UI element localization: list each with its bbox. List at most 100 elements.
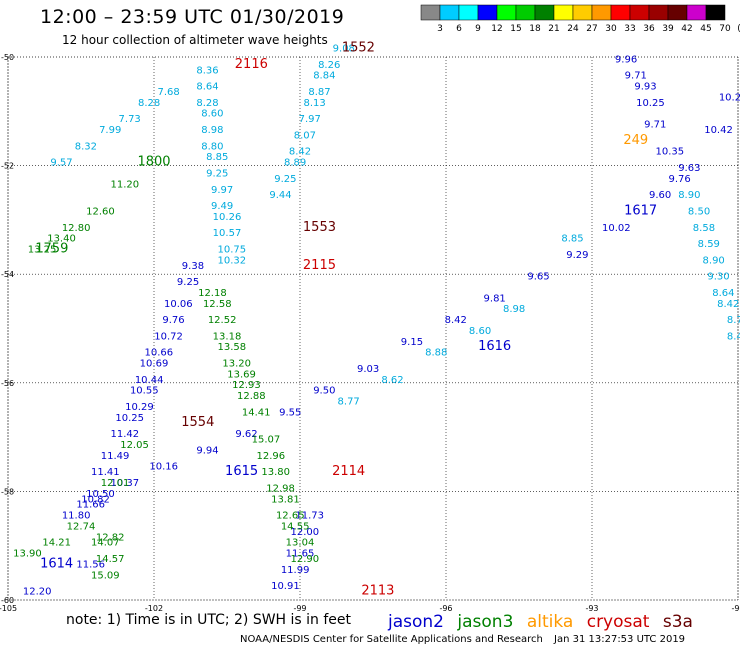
x-tick-label: -105 bbox=[0, 604, 17, 613]
wave-height-point: 9.76 bbox=[668, 174, 690, 185]
wave-height-point: 14.41 bbox=[242, 407, 271, 418]
wave-height-point: 10.72 bbox=[154, 331, 183, 342]
time-labels: 1552 2116 1800 1553 2115 1759 1617 1616 1554 1615… bbox=[35, 41, 657, 599]
colorbar-label: 24 bbox=[567, 24, 579, 34]
wave-height-point: 8.50 bbox=[688, 206, 710, 217]
wave-height-point: 8.42 bbox=[289, 147, 311, 158]
colorbar-swatch bbox=[705, 4, 726, 21]
wave-height-point: 8.28 bbox=[138, 98, 160, 109]
wave-height-point: 9.38 bbox=[182, 261, 204, 272]
time-label: 2115 bbox=[303, 258, 336, 273]
wave-height-point: 8.28 bbox=[196, 98, 218, 109]
wave-height-point: 11.56 bbox=[76, 559, 105, 570]
wave-height-point: 11.20 bbox=[110, 179, 139, 190]
wave-height-point: 10.55 bbox=[130, 386, 159, 397]
wave-height-point: 9.30 bbox=[707, 272, 729, 283]
legend-s3a: s3a bbox=[662, 612, 693, 632]
wave-height-point: 8.85 bbox=[561, 234, 583, 245]
colorbar-label: 33 bbox=[624, 24, 635, 34]
wave-height-point: 9.25 bbox=[206, 168, 228, 179]
wave-height-point: 11.41 bbox=[91, 467, 120, 478]
wave-height-point: 12.18 bbox=[198, 288, 227, 299]
wave-height-point: 8.77 bbox=[338, 397, 360, 408]
wave-height-point: 8.60 bbox=[201, 109, 223, 120]
colorbar-swatch bbox=[477, 4, 498, 21]
wave-height-point: 13.81 bbox=[271, 494, 300, 505]
time-label: 2116 bbox=[235, 57, 268, 72]
wave-height-point: 8.42 bbox=[717, 299, 739, 310]
wave-height-point: 9.08 bbox=[333, 44, 355, 55]
time-label: 2113 bbox=[361, 584, 394, 599]
wave-height-point: 10.25 bbox=[719, 92, 740, 103]
time-label: 2114 bbox=[332, 464, 365, 479]
colorbar-label: 9 bbox=[475, 24, 481, 34]
wave-height-point: 12.65 bbox=[276, 511, 305, 522]
wave-height-point: 9.96 bbox=[615, 54, 637, 65]
timestamp-text: Jan 31 13:27:53 UTC 2019 bbox=[554, 634, 686, 645]
y-tick-label: -56 bbox=[1, 379, 14, 388]
wave-height-point: 9.49 bbox=[211, 201, 233, 212]
wave-height-point: 8.07 bbox=[294, 130, 316, 141]
colorbar-label: 45 bbox=[700, 24, 711, 34]
wave-height-point: 12.00 bbox=[291, 527, 320, 538]
x-tick-label: -102 bbox=[145, 604, 163, 613]
wave-height-point: 11.65 bbox=[286, 549, 315, 560]
wave-height-point: 9.71 bbox=[625, 71, 647, 82]
wave-height-point: 10.16 bbox=[149, 462, 178, 473]
time-label: 1552 bbox=[342, 41, 375, 56]
wave-height-point: 9.97 bbox=[211, 185, 233, 196]
colorbar-swatch bbox=[686, 4, 707, 21]
wave-height-point: 8.80 bbox=[201, 141, 223, 152]
wave-height-point: 10.75 bbox=[218, 244, 247, 255]
wave-height-point: 13.90 bbox=[13, 549, 42, 560]
wave-height-point: 9.44 bbox=[269, 190, 291, 201]
wave-height-point: 12.98 bbox=[266, 483, 295, 494]
wave-height-point: 10.91 bbox=[271, 581, 300, 592]
wave-height-point: 8.88 bbox=[425, 348, 447, 359]
wave-height-point: 9.93 bbox=[634, 82, 656, 93]
colorbar-swatch bbox=[439, 4, 460, 21]
wave-height-point: 10.57 bbox=[213, 228, 242, 239]
time-label: 1554 bbox=[181, 415, 214, 430]
wave-height-point: 10.32 bbox=[218, 255, 247, 266]
wave-height-point: 8.42 bbox=[445, 315, 467, 326]
time-label: 1615 bbox=[225, 464, 258, 479]
colorbar-swatch bbox=[629, 4, 650, 21]
time-label: 1759 bbox=[35, 241, 68, 256]
wave-height-point: 8.36 bbox=[196, 65, 218, 76]
wave-height-point: 8.90 bbox=[703, 255, 725, 266]
wave-height-point: 12.96 bbox=[256, 451, 285, 462]
colorbar-label: 42 bbox=[681, 24, 692, 34]
wave-height-point: 11.49 bbox=[101, 451, 130, 462]
wave-height-point: 10.42 bbox=[704, 125, 733, 136]
y-tick-label: -60 bbox=[1, 596, 14, 605]
colorbar-swatch bbox=[458, 4, 479, 21]
wave-height-point: 9.29 bbox=[566, 250, 588, 261]
time-label: 249 bbox=[623, 133, 648, 148]
wave-height-point: 10.50 bbox=[86, 489, 115, 500]
colorbar-label: 15 bbox=[510, 24, 521, 34]
wave-height-point: 14.21 bbox=[42, 538, 71, 549]
wave-height-point: 9.63 bbox=[678, 163, 700, 174]
wave-height-point: 12.01 bbox=[101, 478, 130, 489]
wave-height-point: 10.29 bbox=[125, 402, 154, 413]
wave-height-point: 7.99 bbox=[99, 125, 121, 136]
wave-height-point: 10.44 bbox=[135, 375, 164, 386]
wave-height-point: 9.50 bbox=[313, 386, 335, 397]
colorbar-label: (ft) bbox=[737, 24, 740, 34]
wave-height-point: 10.82 bbox=[81, 494, 110, 505]
wave-height-point: 9.76 bbox=[162, 315, 184, 326]
chart-subtitle: 12 hour collection of altimeter wave hei… bbox=[62, 33, 328, 47]
wave-height-point: 12.80 bbox=[62, 223, 91, 234]
wave-height-point: 8.84 bbox=[313, 71, 335, 82]
wave-height-point: 8.64 bbox=[196, 82, 218, 93]
credit-text: NOAA/NESDIS Center for Satellite Applica… bbox=[240, 634, 543, 645]
colorbar-label: 3 bbox=[437, 24, 443, 34]
wave-height-point: 9.55 bbox=[279, 407, 301, 418]
wave-height-point: 14.07 bbox=[91, 538, 120, 549]
wave-height-point: 9.81 bbox=[484, 293, 506, 304]
wave-height-point: 10.25 bbox=[636, 98, 665, 109]
time-label: 1616 bbox=[478, 339, 511, 354]
wave-height-point: 12.93 bbox=[232, 380, 261, 391]
